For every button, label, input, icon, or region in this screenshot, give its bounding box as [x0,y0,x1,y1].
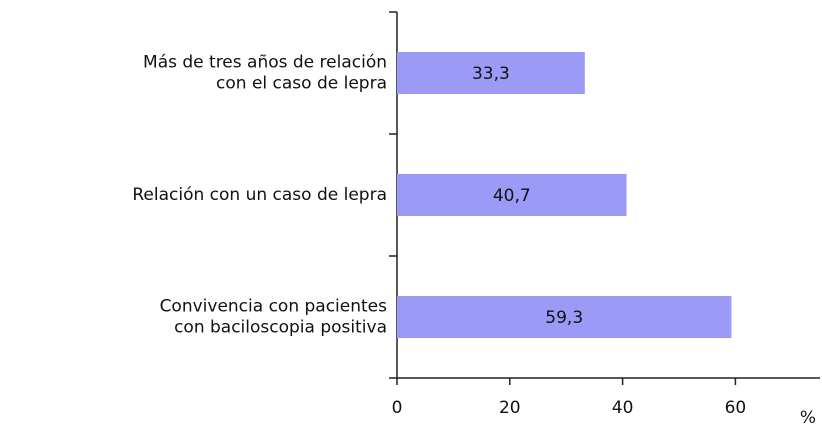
x-axis-label: % [800,408,816,428]
bar [397,296,732,338]
category-label: con el caso de lepra [216,74,387,94]
x-tick-label: 0 [392,398,403,418]
bar [397,174,627,216]
category-label: Convivencia con pacientes [160,297,388,317]
x-tick-label: 20 [499,398,521,418]
value-label: 40,7 [493,186,531,206]
category-label: con baciloscopia positiva [174,318,387,338]
category-label: Más de tres años de relación [143,53,387,73]
x-tick-label: 60 [725,398,747,418]
category-label: Relación con un caso de lepra [132,185,387,205]
bar [397,52,585,94]
value-label: 59,3 [545,308,583,328]
value-label: 33,3 [472,64,510,84]
x-tick-label: 40 [612,398,634,418]
